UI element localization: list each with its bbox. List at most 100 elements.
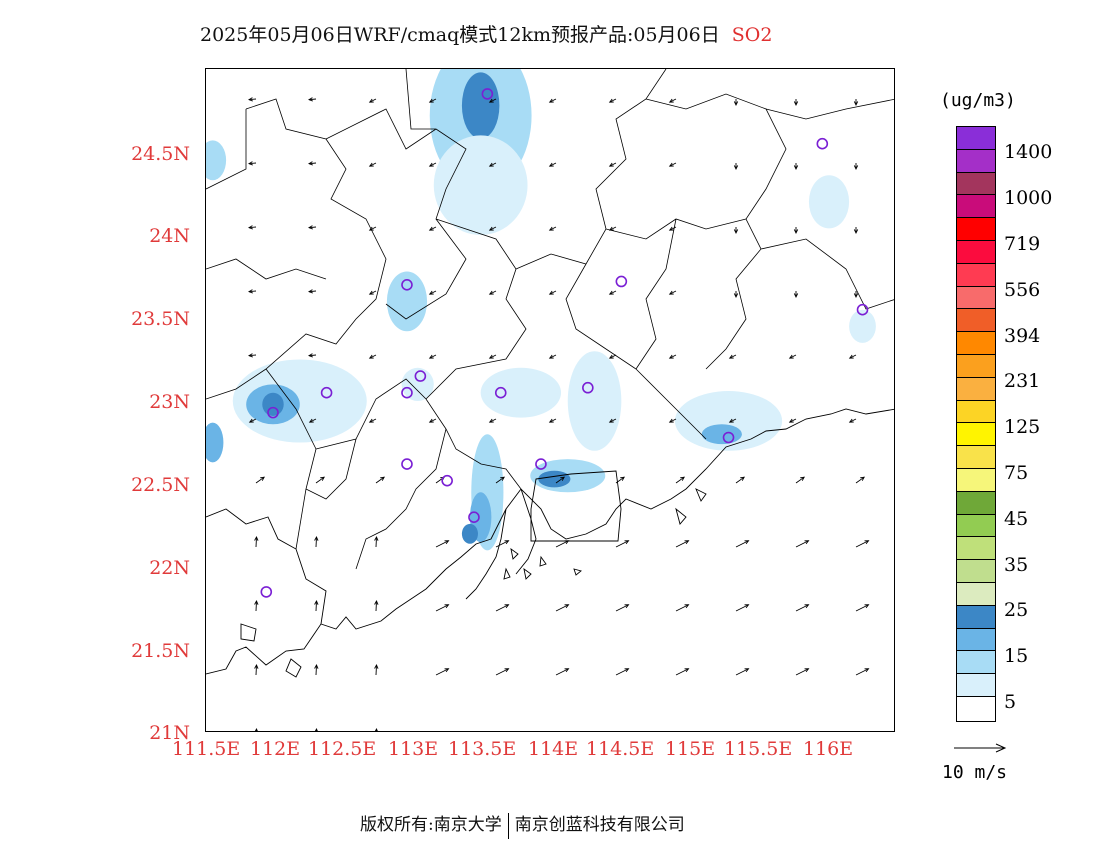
- wind-vector: [793, 291, 799, 299]
- lon-label: 113E: [388, 738, 439, 760]
- island-3: [503, 547, 582, 580]
- colorbar-swatch: [957, 377, 995, 401]
- wind-vector: [608, 354, 617, 359]
- colorbar-swatch: [957, 332, 995, 355]
- colorbar-label: 45: [1004, 508, 1029, 530]
- wind-vector: [548, 226, 557, 231]
- wind-vector: [733, 163, 739, 171]
- wind-vector: [435, 668, 450, 676]
- wind-vector: [488, 418, 497, 423]
- wind-vector: [735, 668, 750, 676]
- wind-vector: [855, 668, 870, 676]
- lat-label: 24N: [149, 225, 190, 247]
- station-marker: [494, 386, 507, 399]
- wind-vector: [255, 476, 265, 484]
- wind-vector: [668, 226, 677, 231]
- wind-vector: [488, 354, 497, 359]
- colorbar-swatch: [957, 423, 995, 447]
- wind-vector: [728, 418, 737, 423]
- lon-label: 115.5E: [724, 738, 793, 760]
- wind-vector: [555, 668, 570, 676]
- wind-vector: [555, 540, 570, 548]
- wind-vector: [668, 290, 677, 295]
- wind-vector: [675, 540, 690, 548]
- wind-vector: [615, 604, 630, 612]
- lat-label: 23N: [149, 391, 190, 413]
- station-marker: [722, 431, 735, 444]
- island-4: [675, 488, 707, 525]
- wind-vector: [615, 476, 625, 484]
- colorbar-swatch: [957, 172, 995, 196]
- colorbar-swatch: [957, 605, 995, 629]
- wind-vector: [733, 291, 739, 299]
- wind-vector: [608, 98, 617, 103]
- lon-label: 115E: [665, 738, 716, 760]
- wind-vector: [668, 418, 677, 423]
- wind-vector: [308, 161, 317, 166]
- colorbar-swatch: [957, 400, 995, 424]
- wind-vector: [374, 599, 379, 612]
- colorbar-swatch: [957, 240, 995, 264]
- station-marker: [582, 381, 594, 394]
- footer-separator: [507, 812, 509, 839]
- coastline: [206, 408, 894, 678]
- wind-vector: [555, 604, 570, 612]
- wind-vector: [728, 354, 737, 359]
- wind-vector: [374, 663, 379, 676]
- wind-vector: [735, 476, 745, 484]
- wind-vector: [615, 540, 630, 548]
- wind-vector: [668, 162, 677, 167]
- colorbar-label: 125: [1004, 416, 1041, 438]
- variable-label: SO2: [731, 24, 773, 46]
- wind-vector: [374, 535, 379, 548]
- wind-vector: [495, 604, 510, 612]
- wind-vector: [733, 227, 739, 235]
- station-marker: [535, 458, 547, 470]
- wind-vector: [675, 476, 685, 484]
- wind-vector: [788, 418, 797, 423]
- wind-vector: [735, 604, 750, 612]
- wind-vector: [848, 354, 857, 359]
- colorbar-label: 556: [1004, 279, 1041, 301]
- wind-vector: [495, 476, 505, 484]
- wind-vector: [495, 540, 510, 548]
- so2-plume: [206, 140, 227, 181]
- lat-label: 22.5N: [131, 474, 190, 496]
- station-marker: [401, 386, 413, 399]
- wind-vector: [608, 162, 617, 167]
- colorbar-swatch: [957, 263, 995, 287]
- wind-vector: [248, 225, 257, 230]
- station-marker: [856, 303, 869, 316]
- wind-vector: [248, 353, 257, 358]
- wind-vector: [248, 161, 257, 166]
- wind-vector: [368, 226, 377, 231]
- lat-label: 21.5N: [131, 640, 190, 662]
- wind-vector: [668, 354, 677, 359]
- colorbar-swatch: [957, 286, 995, 310]
- colorbar-swatch: [957, 628, 995, 652]
- wind-vector: [615, 668, 630, 676]
- wind-vector: [254, 663, 259, 676]
- colorbar-label: 719: [1004, 233, 1041, 255]
- so2-plume: [262, 392, 284, 416]
- colorbar-unit: (ug/m3): [940, 90, 1016, 111]
- wind-vector: [853, 291, 859, 299]
- wind-vector: [548, 354, 557, 359]
- wind-vector: [608, 290, 617, 295]
- wind-vector: [308, 418, 317, 423]
- reference-vector-label: 10 m/s: [942, 762, 1008, 783]
- wind-vector: [488, 98, 497, 103]
- wind-vector: [608, 226, 617, 231]
- colorbar-swatch: [957, 468, 995, 492]
- colorbar-swatch: [957, 491, 995, 515]
- wind-vector: [853, 227, 859, 235]
- lon-label: 111.5E: [172, 738, 241, 760]
- title-text: 2025年05月06日WRF/cmaq模式12km预报产品:05月06日: [200, 24, 720, 46]
- wind-vector: [428, 162, 437, 167]
- wind-vector: [488, 290, 497, 295]
- copyright-right: 南京创蓝科技有限公司: [514, 815, 685, 835]
- station-marker: [441, 474, 453, 487]
- colorbar-swatch: [957, 127, 995, 150]
- wind-vector: [853, 163, 859, 171]
- island-1: [240, 623, 257, 642]
